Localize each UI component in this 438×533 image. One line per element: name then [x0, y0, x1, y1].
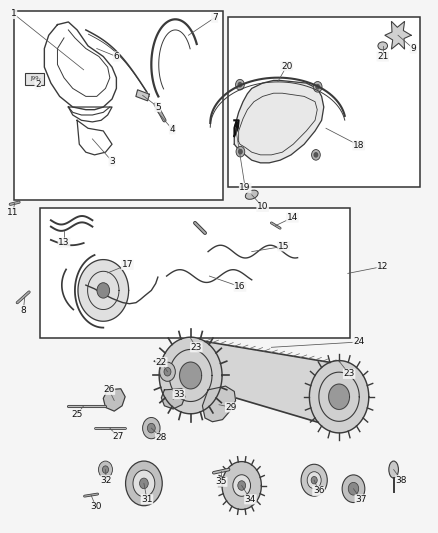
- Polygon shape: [205, 341, 330, 422]
- Circle shape: [102, 466, 109, 473]
- Circle shape: [97, 282, 110, 298]
- Text: 34: 34: [245, 495, 256, 504]
- Text: 12: 12: [377, 262, 389, 271]
- Circle shape: [140, 478, 148, 489]
- Text: 37: 37: [355, 495, 367, 504]
- Circle shape: [301, 464, 327, 496]
- Ellipse shape: [389, 461, 399, 478]
- Text: 14: 14: [286, 213, 298, 222]
- Bar: [25, 73, 44, 85]
- Circle shape: [307, 472, 321, 489]
- Text: 4: 4: [170, 125, 175, 134]
- Text: 21: 21: [377, 52, 389, 61]
- Polygon shape: [309, 361, 369, 433]
- Text: 22: 22: [156, 358, 167, 367]
- Circle shape: [311, 477, 317, 484]
- Polygon shape: [202, 386, 236, 422]
- Circle shape: [99, 461, 113, 478]
- Text: 8: 8: [21, 305, 26, 314]
- Circle shape: [314, 153, 318, 157]
- Bar: [228, 17, 420, 187]
- Text: 29: 29: [226, 403, 237, 412]
- Text: 33: 33: [173, 390, 184, 399]
- Text: 13: 13: [58, 238, 70, 247]
- Circle shape: [236, 147, 245, 157]
- Text: 19: 19: [240, 183, 251, 192]
- Circle shape: [164, 368, 171, 376]
- Circle shape: [236, 79, 244, 90]
- Text: 5: 5: [155, 102, 161, 111]
- Text: 38: 38: [396, 476, 407, 484]
- Text: 11: 11: [7, 208, 19, 217]
- Circle shape: [342, 475, 365, 503]
- Text: 30: 30: [90, 502, 102, 511]
- Circle shape: [313, 82, 322, 92]
- Text: 23: 23: [343, 369, 355, 378]
- Text: 31: 31: [141, 495, 153, 504]
- Bar: [14, 11, 223, 200]
- Polygon shape: [328, 384, 350, 409]
- Ellipse shape: [245, 190, 258, 199]
- Circle shape: [238, 481, 246, 490]
- Polygon shape: [385, 21, 411, 49]
- Circle shape: [148, 423, 155, 433]
- Polygon shape: [222, 462, 261, 510]
- Circle shape: [238, 83, 242, 87]
- Text: 16: 16: [234, 282, 246, 291]
- Ellipse shape: [378, 42, 388, 50]
- Polygon shape: [180, 362, 201, 389]
- Circle shape: [348, 482, 359, 495]
- Text: 7: 7: [212, 13, 218, 22]
- Circle shape: [311, 150, 320, 160]
- Text: 25: 25: [71, 410, 83, 419]
- Circle shape: [239, 150, 242, 154]
- Polygon shape: [136, 90, 149, 101]
- Text: 36: 36: [313, 486, 324, 495]
- Text: 28: 28: [155, 433, 167, 442]
- Text: 15: 15: [278, 242, 290, 251]
- Text: 32: 32: [101, 476, 112, 484]
- Text: 20: 20: [281, 62, 292, 70]
- Polygon shape: [78, 260, 129, 321]
- Bar: [40, 208, 350, 338]
- Circle shape: [133, 470, 155, 497]
- Polygon shape: [234, 120, 237, 136]
- Circle shape: [126, 461, 162, 506]
- Text: 10: 10: [257, 203, 268, 212]
- Circle shape: [316, 85, 319, 89]
- Text: 3: 3: [109, 157, 115, 166]
- Circle shape: [233, 475, 251, 496]
- Text: 18: 18: [353, 141, 364, 150]
- Circle shape: [143, 417, 160, 439]
- Polygon shape: [234, 80, 324, 163]
- Text: 9: 9: [410, 44, 416, 53]
- Text: 24: 24: [353, 337, 364, 346]
- Text: 17: 17: [122, 261, 133, 269]
- Text: 23: 23: [191, 343, 202, 352]
- Polygon shape: [161, 389, 185, 409]
- Text: 1: 1: [11, 10, 17, 19]
- Text: 2: 2: [35, 80, 41, 89]
- Text: 26: 26: [103, 385, 115, 394]
- Text: J99: J99: [30, 76, 39, 82]
- Text: 35: 35: [215, 478, 227, 486]
- Text: 6: 6: [113, 52, 119, 61]
- Text: 27: 27: [112, 432, 124, 441]
- Polygon shape: [159, 337, 222, 414]
- Polygon shape: [103, 389, 125, 411]
- Circle shape: [159, 362, 175, 381]
